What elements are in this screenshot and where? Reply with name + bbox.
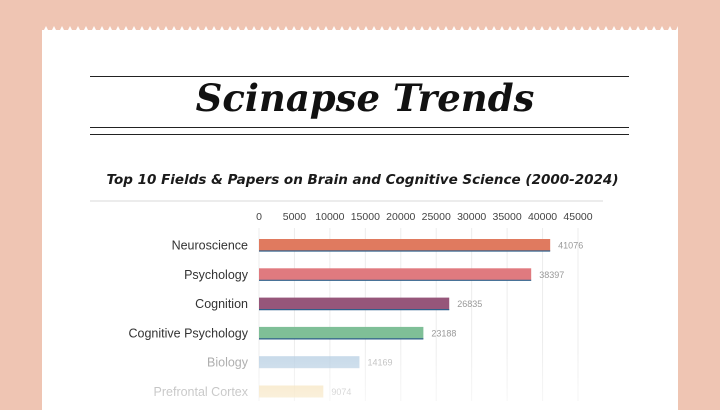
x-tick-label: 15000 <box>351 211 380 223</box>
bar <box>259 326 424 339</box>
page-title: Scinapse Trends <box>195 76 535 120</box>
title-rule-bottom-2 <box>90 134 629 135</box>
x-tick-label: 0 <box>256 211 262 223</box>
x-tick-label: 20000 <box>386 211 415 223</box>
category-label: Prefrontal Cortex <box>154 385 249 399</box>
bar <box>259 268 532 281</box>
x-tick-label: 10000 <box>315 211 344 223</box>
title-rule-bottom-1 <box>90 127 629 128</box>
x-tick-label: 5000 <box>283 211 307 223</box>
category-label: Psychology <box>184 268 249 282</box>
x-tick-label: 35000 <box>493 211 522 223</box>
chart-title: Top 10 Fields & Papers on Brain and Cogn… <box>106 172 619 188</box>
category-label: Biology <box>207 356 249 370</box>
category-label: Neuroscience <box>172 239 248 253</box>
data-label: 14169 <box>367 358 392 368</box>
data-label: 9074 <box>331 387 351 397</box>
category-label: Cognition <box>195 297 248 311</box>
title-rule-top <box>90 76 629 77</box>
paper-torn-edge <box>42 26 678 34</box>
bar <box>259 297 450 310</box>
bar <box>259 385 324 398</box>
category-label: Cognitive Psychology <box>128 326 248 340</box>
x-tick-label: 25000 <box>422 211 451 223</box>
data-label: 41076 <box>558 241 583 251</box>
data-label: 23188 <box>431 328 456 338</box>
data-label: 26835 <box>457 299 482 309</box>
bar <box>259 239 551 251</box>
x-tick-label: 45000 <box>563 211 592 223</box>
data-label: 38397 <box>539 270 564 280</box>
bar <box>259 356 360 369</box>
bar-chart: 0 5000 10000 15000 20000 25000 30000 35000 40000… <box>90 200 603 401</box>
x-tick-label: 40000 <box>528 211 557 223</box>
x-tick-label: 30000 <box>457 211 486 223</box>
